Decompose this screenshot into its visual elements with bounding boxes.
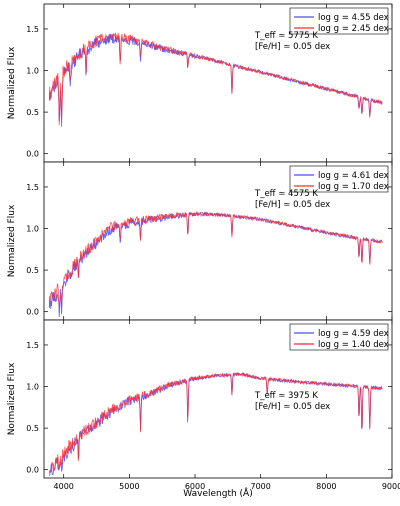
panel-1-feh-annotation: [Fe/H] ≃ 0.05 dex	[255, 42, 330, 52]
xtick-label: 4000	[54, 482, 74, 491]
xtick-label: 6000	[185, 482, 205, 491]
panel-2-teff-annotation: T_eff ≃ 4575 K	[254, 189, 318, 199]
panel-1-ytick-label: 0.0	[26, 150, 39, 159]
panel-1-ytick-label: 1.0	[26, 67, 39, 76]
panel-2-ytick-label: 0.0	[26, 308, 39, 317]
panel-3-teff-annotation: T_eff ≃ 3975 K	[254, 391, 318, 401]
panel-2-legend	[289, 165, 389, 193]
panel-2-feh-annotation: [Fe/H] ≃ 0.05 dex	[255, 200, 330, 210]
panel-3-ytick-label: 1.0	[26, 383, 39, 392]
xtick-label: 8000	[316, 482, 336, 491]
panel-2-ytick-label: 1.0	[26, 225, 39, 234]
xtick-label: 7000	[250, 482, 270, 491]
panel-1-legend	[289, 7, 389, 35]
panel-2-ytick-label: 1.5	[26, 183, 39, 192]
panel-3-ytick-label: 1.5	[26, 341, 39, 350]
panel-3-series-2-line	[48, 372, 383, 474]
xtick-label: 9000	[382, 482, 400, 491]
panel-1-series-2-line	[48, 32, 383, 126]
panel-1-ytick-label: 1.5	[26, 25, 39, 34]
panel-1-ytick-label: 0.5	[26, 108, 39, 117]
panel-1-teff-annotation: T_eff ≃ 5775 K	[254, 31, 318, 41]
panel-3-legend	[289, 323, 389, 351]
panel-1-legend-label-1: log g = 4.55 dex	[318, 13, 389, 23]
panel-3-feh-annotation: [Fe/H] ≃ 0.05 dex	[255, 402, 330, 412]
panel-3-ytick-label: 0.5	[26, 424, 39, 433]
x-axis-label: Wavelength (Å)	[183, 487, 252, 499]
panel-2-y-axis-label: Normalized Flux	[7, 204, 17, 277]
panel-2-series-2-line	[49, 210, 383, 307]
panel-2-legend-label-2: log g = 1.70 dex	[318, 182, 389, 192]
xtick-label: 5000	[119, 482, 139, 491]
panel-2-legend-label-1: log g = 4.61 dex	[318, 171, 389, 181]
panel-3-legend-label-1: log g = 4.59 dex	[318, 329, 389, 339]
panel-3-y-axis-label: Normalized Flux	[7, 362, 17, 435]
panel-3-ytick-label: 0.0	[26, 466, 39, 475]
panel-1-y-axis-label: Normalized Flux	[7, 46, 17, 119]
panel-1-legend-label-2: log g = 2.45 dex	[318, 24, 389, 34]
panel-2-ytick-label: 0.5	[26, 266, 39, 275]
panel-3-legend-label-2: log g = 1.40 dex	[318, 340, 389, 350]
